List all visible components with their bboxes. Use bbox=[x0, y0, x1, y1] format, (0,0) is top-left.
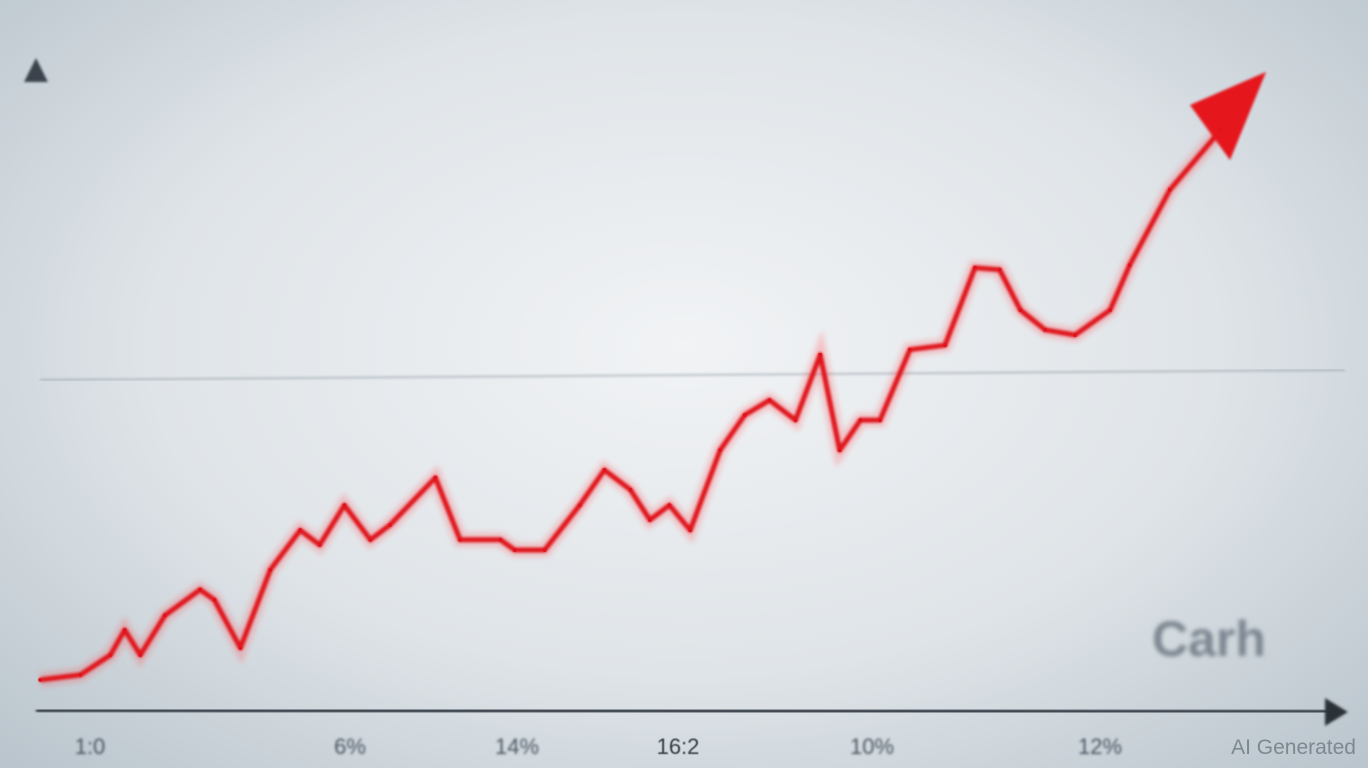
data-point bbox=[628, 487, 633, 492]
data-point bbox=[108, 652, 113, 657]
data-point bbox=[793, 418, 798, 423]
data-point bbox=[458, 537, 463, 542]
data-point bbox=[387, 523, 392, 528]
x-axis bbox=[35, 707, 1331, 715]
watermark: AI Generated bbox=[1231, 736, 1356, 759]
x-tick-label: 16:2 bbox=[656, 734, 700, 759]
data-point bbox=[368, 537, 373, 542]
trend-arrow-icon bbox=[1190, 72, 1266, 160]
data-point bbox=[317, 542, 322, 547]
data-point bbox=[943, 343, 947, 348]
data-point bbox=[1043, 327, 1048, 332]
data-point bbox=[688, 528, 693, 533]
data-point bbox=[198, 587, 203, 592]
data-point bbox=[342, 503, 347, 508]
data-point bbox=[78, 672, 83, 677]
data-point bbox=[238, 645, 243, 650]
horizontal-reference-line bbox=[39, 369, 1346, 381]
data-point bbox=[1127, 263, 1132, 268]
x-tick-label: 1:0 bbox=[74, 734, 106, 759]
data-point bbox=[38, 677, 43, 682]
data-point bbox=[498, 537, 503, 542]
data-point bbox=[268, 567, 273, 572]
data-point bbox=[837, 448, 842, 453]
data-point bbox=[718, 448, 723, 453]
data-point bbox=[542, 548, 547, 552]
data-point bbox=[972, 265, 977, 270]
data-point bbox=[667, 503, 672, 508]
data-point bbox=[647, 517, 652, 522]
data-point bbox=[577, 503, 582, 508]
data-point bbox=[767, 398, 772, 403]
corner-label: Carh bbox=[1152, 611, 1266, 667]
x-axis-arrow-icon bbox=[1325, 698, 1348, 726]
data-point bbox=[858, 418, 863, 423]
data-point bbox=[997, 267, 1002, 272]
data-point bbox=[1218, 128, 1223, 133]
data-point bbox=[122, 628, 127, 632]
data-point bbox=[907, 347, 912, 352]
data-point bbox=[1167, 187, 1172, 192]
data-point bbox=[512, 548, 517, 552]
x-tick-label: 14% bbox=[494, 734, 540, 759]
data-point bbox=[138, 652, 143, 657]
x-tick-label: 10% bbox=[849, 734, 895, 759]
data-point bbox=[878, 418, 882, 423]
x-tick-label: 12% bbox=[1077, 734, 1123, 759]
y-axis-arrow-icon bbox=[24, 58, 48, 82]
data-point bbox=[433, 475, 438, 480]
data-point bbox=[1108, 308, 1113, 312]
data-point bbox=[1073, 332, 1077, 337]
data-point bbox=[742, 412, 747, 417]
data-point bbox=[602, 468, 607, 472]
x-tick-label: 6% bbox=[334, 734, 366, 759]
data-point bbox=[818, 352, 823, 357]
data-point bbox=[298, 528, 303, 533]
grid-lines bbox=[117, 26, 1289, 710]
series-line-glow bbox=[39, 125, 1226, 687]
data-point bbox=[163, 613, 167, 618]
data-point bbox=[1018, 308, 1023, 312]
data-point bbox=[212, 597, 217, 602]
